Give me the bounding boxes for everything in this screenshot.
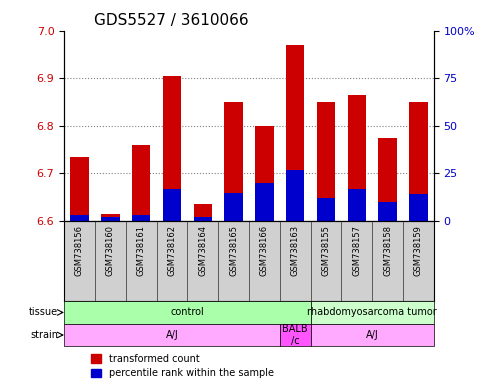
Bar [311, 324, 434, 346]
Bar [255, 126, 274, 221]
Bar [409, 102, 427, 221]
Text: GSM738163: GSM738163 [291, 225, 300, 276]
Text: GSM738156: GSM738156 [75, 225, 84, 276]
Bar [101, 214, 120, 221]
Bar [409, 194, 427, 221]
Text: GSM738158: GSM738158 [383, 225, 392, 276]
Bar [101, 217, 120, 221]
Text: control: control [171, 308, 204, 318]
Bar [224, 192, 243, 221]
Bar [255, 183, 274, 221]
Text: GSM738162: GSM738162 [168, 225, 176, 276]
Bar [193, 217, 212, 221]
Bar [193, 204, 212, 221]
Bar [286, 45, 305, 221]
Text: rhabdomyosarcoma tumor: rhabdomyosarcoma tumor [307, 308, 437, 318]
Text: A/J: A/J [366, 330, 379, 340]
Text: GSM738159: GSM738159 [414, 225, 423, 276]
Bar [132, 215, 150, 221]
Text: A/J: A/J [166, 330, 178, 340]
Text: BALB
/c: BALB /c [282, 324, 308, 346]
Bar [348, 189, 366, 221]
Text: GSM738164: GSM738164 [198, 225, 207, 276]
Bar [224, 102, 243, 221]
Bar [348, 95, 366, 221]
Text: GSM738155: GSM738155 [321, 225, 330, 276]
Legend: transformed count, percentile rank within the sample: transformed count, percentile rank withi… [87, 349, 278, 382]
Text: GSM738165: GSM738165 [229, 225, 238, 276]
Bar [163, 76, 181, 221]
Text: GSM738160: GSM738160 [106, 225, 115, 276]
Bar [311, 301, 434, 324]
Bar [317, 198, 335, 221]
Bar [317, 102, 335, 221]
Text: GSM738166: GSM738166 [260, 225, 269, 276]
Bar [286, 170, 305, 221]
Text: GSM738157: GSM738157 [352, 225, 361, 276]
Bar [64, 301, 311, 324]
Bar [70, 157, 89, 221]
Bar [378, 202, 397, 221]
Bar [132, 145, 150, 221]
Text: tissue: tissue [29, 308, 58, 318]
Bar [70, 215, 89, 221]
Bar [64, 324, 280, 346]
Bar [163, 189, 181, 221]
Text: strain: strain [30, 330, 58, 340]
Bar [280, 324, 311, 346]
Text: GSM738161: GSM738161 [137, 225, 145, 276]
Bar [378, 138, 397, 221]
Text: GDS5527 / 3610066: GDS5527 / 3610066 [94, 13, 248, 28]
